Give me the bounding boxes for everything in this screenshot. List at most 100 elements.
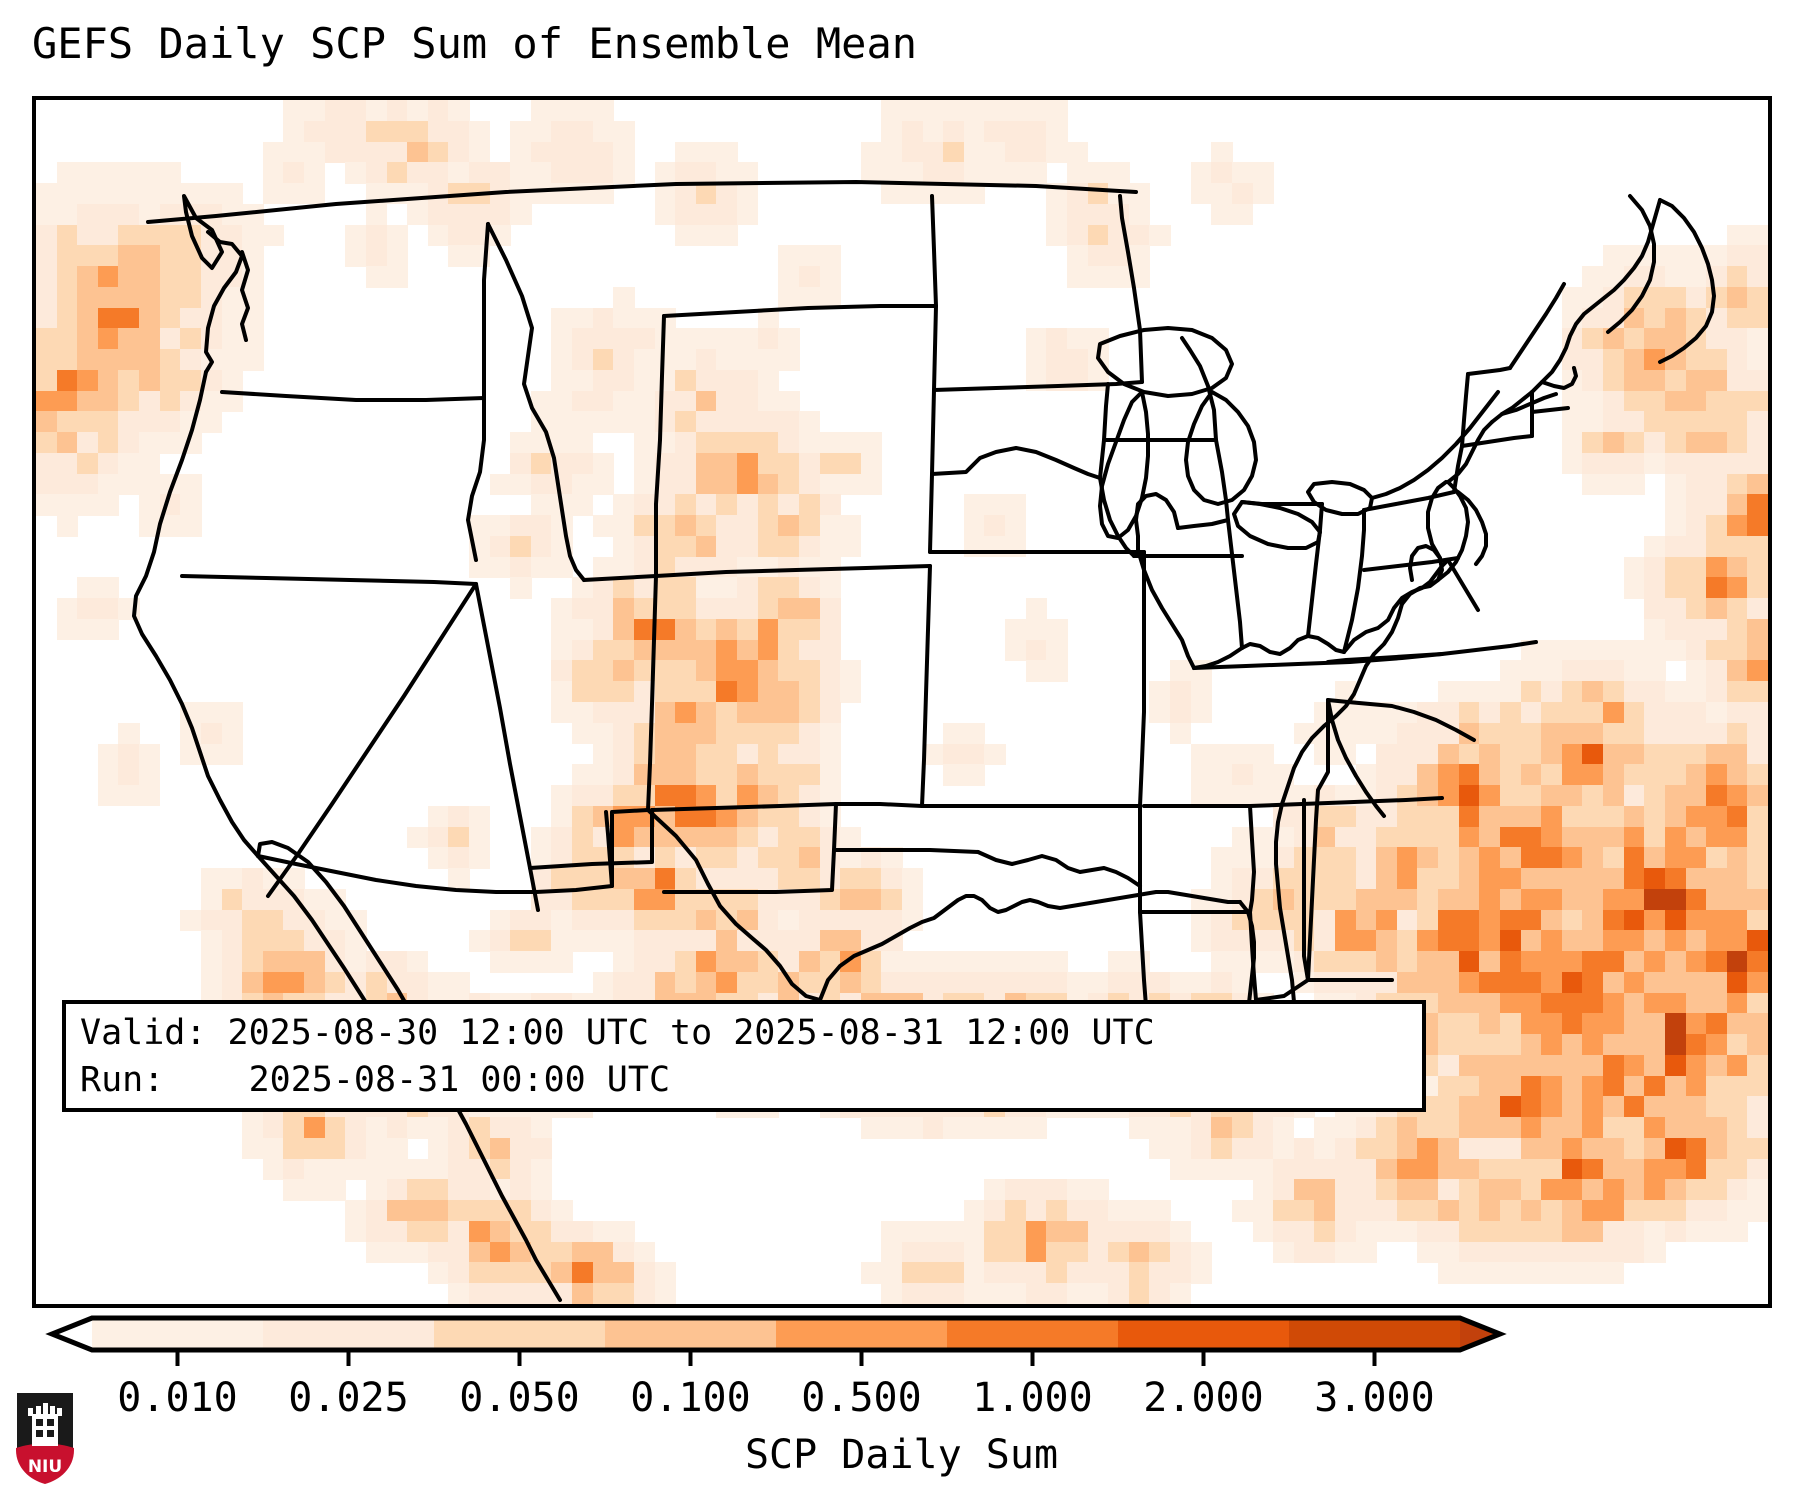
scp-grid-cell [1005,494,1027,516]
scp-grid-cell [1520,702,1542,724]
scp-grid-cell [633,307,656,330]
scp-grid-cell [1231,203,1254,226]
state-oh-pa [1342,508,1366,654]
scp-grid-cell [1747,245,1768,267]
scp-grid-cell [695,639,718,662]
scp-grid-cell [1582,702,1604,724]
scp-grid-cell [1541,660,1563,682]
scp-grid-cell [489,515,511,537]
scp-grid-cell [1211,743,1233,765]
scp-grid-cell [407,141,429,163]
scp-grid-cell [695,702,718,724]
scp-grid-cell [139,286,161,309]
scp-grid-cell [716,743,738,765]
scp-grid-cell [592,722,615,745]
scp-grid-cell [1438,681,1460,703]
scp-grid-cell [489,473,511,496]
scp-grid-cell [1623,681,1645,703]
scp-grid-cell [283,162,305,184]
scp-grid-cell [448,100,470,122]
scp-grid-cell [221,722,243,745]
scp-grid-cell [510,432,532,454]
scp-grid-cell [675,722,697,745]
scp-grid-cell [1087,203,1109,226]
scp-grid-cell [1726,286,1749,309]
scp-grid-cell [448,141,470,163]
scp-grid-cell [1603,369,1625,392]
scp-grid-cell [572,681,594,703]
scp-grid-cell [118,307,140,330]
scp-grid-cell [1046,100,1068,122]
info-annotation-box: Valid: 2025-08-30 12:00 UTC to 2025-08-3… [62,1000,1426,1112]
scp-grid-cell [159,411,182,433]
scp-grid-cell [737,390,759,413]
scp-grid-cell [139,432,161,454]
scp-grid-cell [572,162,594,184]
scp-grid-cell [180,515,202,537]
scp-grid-cell [510,473,532,496]
scp-grid-cell [695,660,718,682]
scp-grid-cell [654,162,676,184]
scp-grid-cell [1582,452,1604,475]
scp-grid-cell [737,743,759,765]
scp-grid-cell [1149,681,1171,703]
scp-grid-cell [695,618,718,641]
scp-grid-cell [1231,162,1254,184]
scp-grid-cell [56,162,78,184]
scp-grid-cell [798,743,821,765]
scp-grid-cell [737,681,759,703]
scp-grid-cell [1747,473,1768,496]
scp-grid-cell [262,162,285,184]
scp-grid-cell [200,390,223,413]
scp-grid-cell [56,245,78,267]
colorbar-band-7 [1289,1318,1461,1350]
scp-grid-cell [77,411,99,433]
scp-grid-cell [778,722,800,745]
scp-grid-cell [1066,245,1089,267]
scp-grid-cell [798,556,821,579]
scp-grid-cell [551,432,573,454]
scp-grid-cell [56,183,78,205]
scp-grid-cell [1685,369,1707,392]
scp-grid-cell [613,369,635,392]
scp-grid-cell [737,473,759,496]
scp-grid-cell [963,515,986,537]
scp-grid-cell [1458,702,1481,724]
scp-grid-cell [36,390,58,413]
coast-vancouver [182,194,224,270]
scp-grid-cell [613,515,635,537]
scp-grid-cell [654,639,676,662]
scp-grid-cell [1664,411,1687,433]
scp-grid-cell [1561,722,1584,745]
scp-grid-cell [1623,369,1645,392]
scp-grid-cell [139,452,161,475]
scp-grid-cell [860,162,883,184]
scp-grid-cell [798,473,821,496]
scp-grid-cell [757,432,779,454]
scp-grid-cell [633,432,656,454]
scp-grid-cell [77,266,99,288]
scp-grid-cell [407,120,429,143]
scp-grid-cell [180,328,202,350]
scp-grid-cell [159,266,182,288]
state-id-mt [486,222,586,582]
scp-grid-cell [56,349,78,371]
scp-grid-cell [737,598,759,620]
scp-grid-cell [592,141,615,163]
scp-grid-cell [36,224,58,246]
scp-grid-cell [427,203,450,226]
scp-grid-cell [97,473,120,496]
scp-grid-cell [1644,681,1666,703]
scp-grid-cell [118,349,140,371]
scp-grid-cell [489,203,511,226]
state-ut-az [528,808,654,870]
scp-grid-cell [1747,452,1768,475]
scp-grid-cell [386,266,408,288]
scp-grid-cell [1499,722,1522,745]
scp-grid-cell [695,328,718,350]
scp-grid-cell [1706,639,1728,662]
scp-grid-cell [1644,432,1666,454]
scp-grid-cell [97,598,120,620]
scp-grid-cell [365,266,388,288]
scp-grid-cell [1685,494,1707,516]
